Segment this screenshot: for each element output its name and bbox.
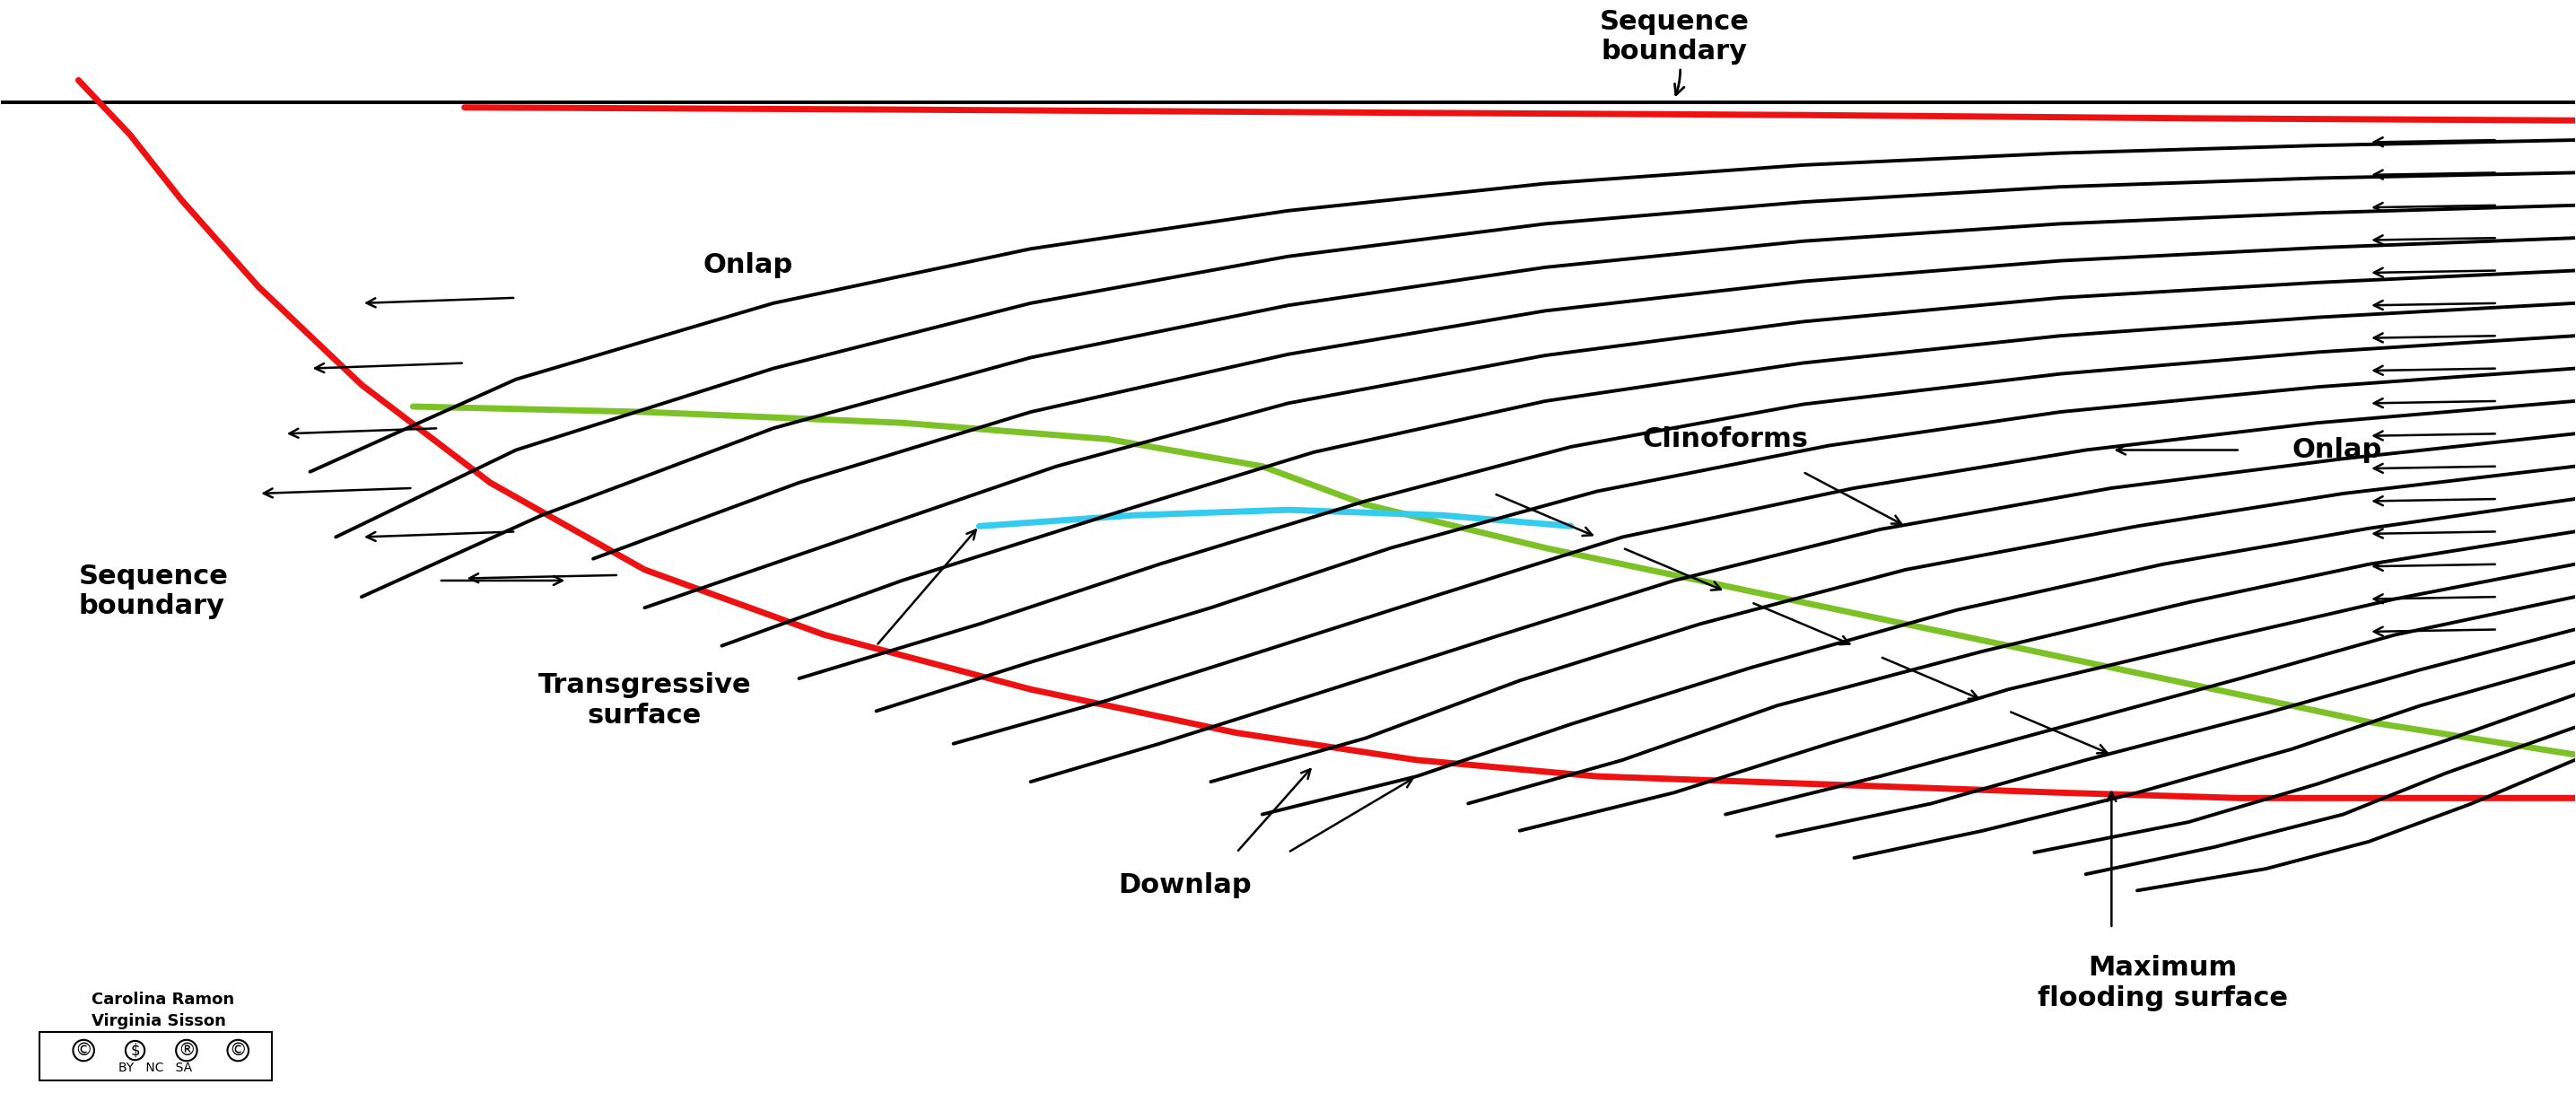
- FancyBboxPatch shape: [39, 1032, 270, 1081]
- Text: ©: ©: [75, 1042, 93, 1059]
- Text: BY   NC   SA: BY NC SA: [118, 1061, 193, 1074]
- Text: Clinoforms: Clinoforms: [1643, 426, 1808, 453]
- Text: Sequence
boundary: Sequence boundary: [1600, 9, 1749, 95]
- Text: Downlap: Downlap: [1118, 872, 1252, 898]
- Text: ©: ©: [229, 1042, 247, 1059]
- Text: $: $: [131, 1043, 139, 1058]
- Text: Onlap: Onlap: [2293, 437, 2383, 463]
- Text: Transgressive
surface: Transgressive surface: [538, 672, 752, 728]
- Text: ®: ®: [178, 1042, 196, 1059]
- Text: Onlap: Onlap: [703, 252, 793, 278]
- Text: Virginia Sisson: Virginia Sisson: [90, 1013, 227, 1030]
- Text: Sequence
boundary: Sequence boundary: [77, 563, 229, 620]
- Text: Carolina Ramon: Carolina Ramon: [90, 991, 234, 1008]
- Text: Maximum
flooding surface: Maximum flooding surface: [2038, 955, 2287, 1011]
